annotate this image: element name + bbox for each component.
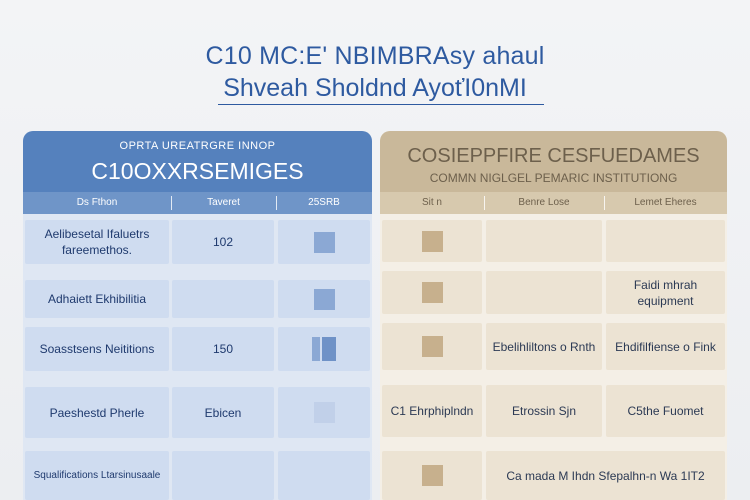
left-row-5-indicator xyxy=(278,451,370,500)
left-row-2-label: Adhaiett Ekhibilitia xyxy=(25,280,169,318)
square-marker-icon xyxy=(421,282,443,303)
square-marker-icon xyxy=(313,231,335,253)
left-row-4-label: Paeshestd Pherle xyxy=(25,387,169,438)
right-row-3-col1 xyxy=(382,323,482,370)
left-column-header-3: 25SRB xyxy=(308,197,340,208)
right-panel-header: COSIEPPFIRE CESFUEDAMES COMMN NIGLGEL PE… xyxy=(380,131,727,192)
right-row-2-col3: Faidi mhrah equipment xyxy=(606,271,725,314)
right-column-header-1: Sit n xyxy=(421,197,442,208)
faint-square-icon xyxy=(313,402,335,423)
left-row-3-indicator xyxy=(278,327,370,371)
page-title-line-1: C10 MC:E' NBIMBRAsy ahaul xyxy=(205,42,545,70)
left-row-3-label: Soasstsens Neititions xyxy=(25,327,169,371)
right-column-header-2: Benre Lose xyxy=(518,197,570,208)
right-row-4-col3: C5the Fuomet xyxy=(606,385,725,437)
left-row-3-value: 150 xyxy=(172,327,274,371)
right-row-5-col2: Ca mada M Ihdn Sfepalhn-n Wa 1IT2 xyxy=(486,451,725,500)
right-row-1-col1 xyxy=(382,220,482,262)
square-marker-icon xyxy=(421,465,443,486)
left-column-header-2: Taveret xyxy=(207,197,240,208)
square-marker-icon xyxy=(421,230,443,252)
left-panel-title: C10OXXRSEMIGES xyxy=(91,158,304,184)
left-row-5-value xyxy=(172,451,274,500)
left-panel-header: OPRTA UREATRGRE INNOP C10OXXRSEMIGES xyxy=(23,131,372,192)
left-row-4-indicator xyxy=(278,387,370,438)
right-panel-title: COSIEPPFIRE CESFUEDAMES xyxy=(407,145,700,167)
right-row-4-col2: Etrossin Sjn xyxy=(486,385,602,437)
left-column-header-1: Ds Fthon xyxy=(76,197,118,208)
column-divider xyxy=(276,196,277,210)
title-underline xyxy=(218,104,544,105)
left-row-2-indicator xyxy=(278,280,370,318)
left-panel: OPRTA UREATRGRE INNOP C10OXXRSEMIGES Ds … xyxy=(23,131,372,500)
left-row-5-label: Squalifications Ltarsinusaale xyxy=(25,451,169,500)
square-marker-icon xyxy=(421,336,443,357)
left-row-1-label: Aelibesetal Ifaluetrs fareemethos. xyxy=(25,220,169,264)
left-row-1-value: 102 xyxy=(172,220,274,264)
column-divider xyxy=(604,196,605,210)
bar-marker-icon xyxy=(312,337,320,361)
page-title-line-2: Shveah Sholdnd AyoťI0nMI xyxy=(223,74,527,102)
right-panel: COSIEPPFIRE CESFUEDAMES COMMN NIGLGEL PE… xyxy=(380,131,727,500)
left-panel-subtitle: OPRTA UREATRGRE INNOP xyxy=(119,140,276,152)
left-row-1-indicator xyxy=(278,220,370,264)
right-row-4-col1: C1 Ehrphiplndn xyxy=(382,385,482,437)
right-row-5-col1 xyxy=(382,451,482,500)
right-panel-subtitle: COMMN NIGLGEL PEMARIC INSTITUTIONG xyxy=(429,171,678,185)
right-row-2-col1 xyxy=(382,271,482,314)
right-column-headers: Sit n Benre Lose Lemet Eheres xyxy=(380,192,727,214)
right-row-2-col2 xyxy=(486,271,602,314)
bar-marker-icon xyxy=(322,337,336,361)
right-row-3-col3: Ehdifilfiense o Fink xyxy=(606,323,725,370)
left-row-4-value: Ebicen xyxy=(172,387,274,438)
left-column-headers: Ds Fthon Taveret 25SRB xyxy=(23,192,372,214)
left-row-2-value xyxy=(172,280,274,318)
column-divider xyxy=(171,196,172,210)
right-row-1-col2 xyxy=(486,220,602,262)
column-divider xyxy=(484,196,485,210)
right-row-1-col3 xyxy=(606,220,725,262)
right-row-3-col2: Ebelihliltons o Rnth xyxy=(486,323,602,370)
square-marker-icon xyxy=(313,288,335,310)
right-column-header-3: Lemet Eheres xyxy=(634,197,697,208)
